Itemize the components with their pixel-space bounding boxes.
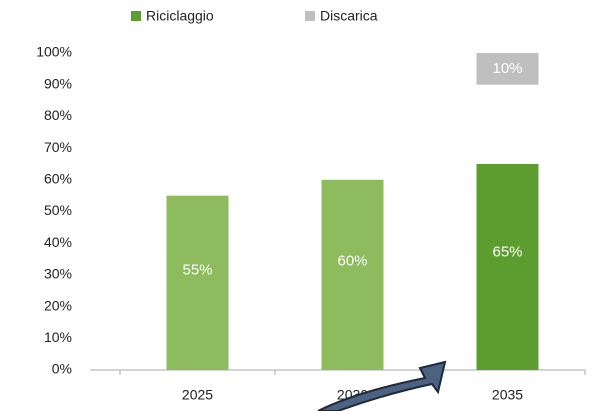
- legend-swatch: [131, 11, 141, 21]
- x-tick-label: 2035: [492, 387, 523, 403]
- y-tick-label: 10%: [44, 329, 72, 345]
- bar: [476, 163, 539, 370]
- y-tick-label: 100%: [36, 44, 72, 60]
- y-tick-label: 80%: [44, 107, 72, 123]
- legend-swatch: [305, 11, 315, 21]
- legend-label: Riciclaggio: [146, 8, 214, 24]
- legend-label: Discarica: [320, 8, 378, 24]
- y-tick-label: 70%: [44, 139, 72, 155]
- data-label: 65%: [492, 244, 522, 261]
- y-tick-label: 20%: [44, 297, 72, 313]
- bar: [166, 195, 229, 370]
- bar: [321, 179, 384, 370]
- arrow: [317, 360, 447, 411]
- data-label: 60%: [337, 253, 367, 270]
- y-tick-label: 30%: [44, 266, 72, 282]
- y-tick-label: 0%: [52, 361, 72, 377]
- y-tick-label: 60%: [44, 171, 72, 187]
- y-tick-label: 90%: [44, 75, 72, 91]
- y-tick-label: 50%: [44, 202, 72, 218]
- y-tick-label: 40%: [44, 234, 72, 250]
- marks: 0% 10% 20% 30% 40% 50% 60% 70% 80% 90% 100% Ricicla…: [36, 8, 586, 403]
- x-tick-label: 2025: [182, 387, 213, 403]
- data-label: 10%: [492, 60, 522, 77]
- data-label: 55%: [182, 262, 212, 279]
- bar: [476, 53, 539, 85]
